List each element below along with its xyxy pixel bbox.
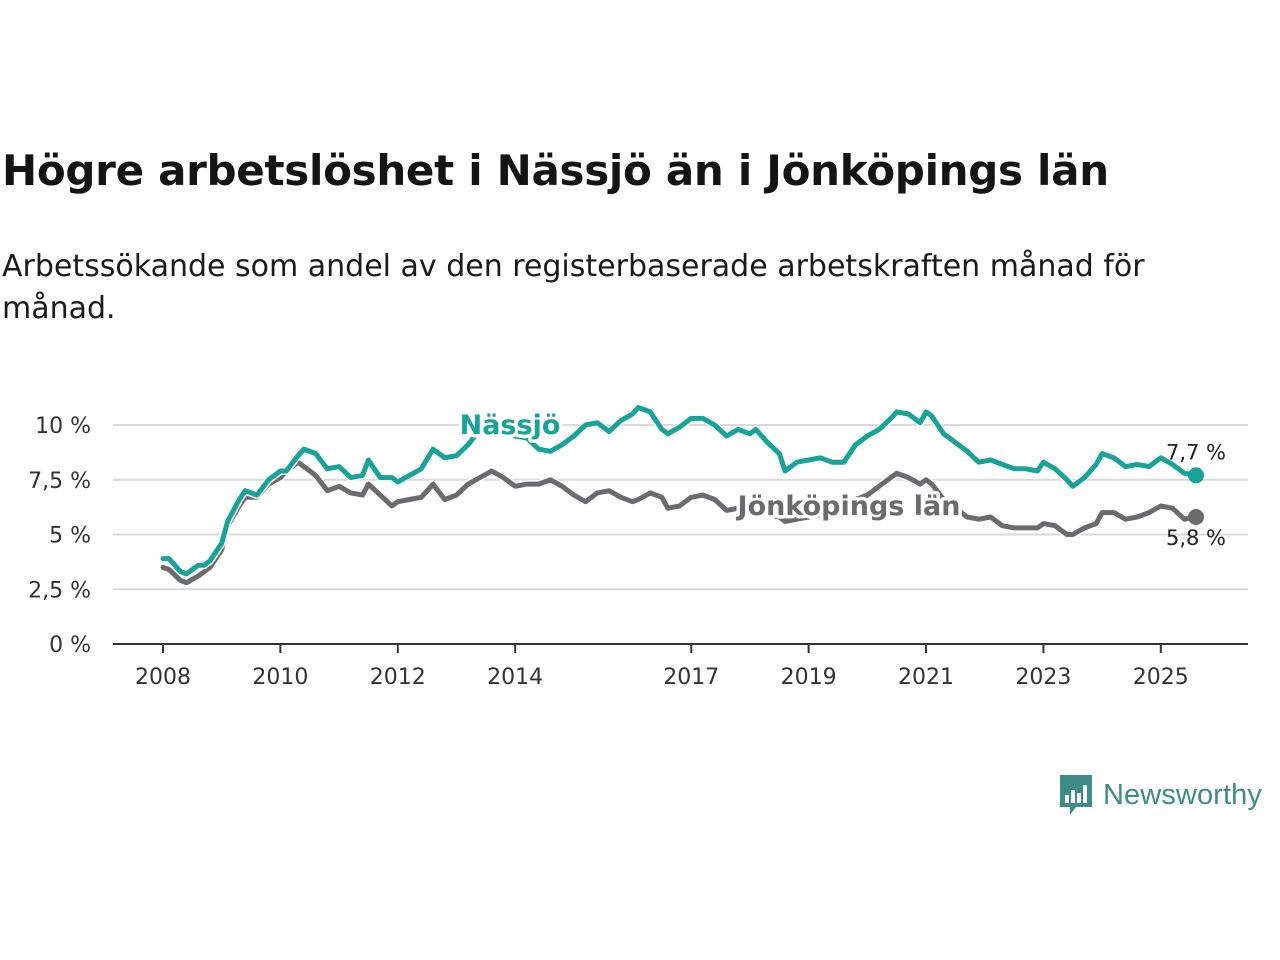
series-lines	[159, 403, 1204, 587]
x-tick-label-2014: 2014	[487, 665, 543, 690]
x-tick-label-2010: 2010	[252, 665, 308, 690]
series-annotations: Nässjö Jönköpings län 7,7 % 5,8 %	[456, 407, 1226, 550]
chart-title: Högre arbetslöshet i Nässjö än i Jönköpi…	[2, 146, 1109, 195]
x-tick-label-2008: 2008	[135, 665, 191, 690]
y-tick-label-2-5: 2,5 %	[28, 578, 91, 603]
newsworthy-logo: Newsworthy	[1058, 772, 1262, 818]
x-tick-label-2025: 2025	[1133, 665, 1189, 690]
newsworthy-logo-icon	[1060, 775, 1092, 815]
x-tick-label-2017: 2017	[663, 665, 719, 690]
end-value-label-nassjo: 7,7 %	[1166, 440, 1226, 464]
y-tick-label-0: 0 %	[49, 633, 91, 658]
y-tick-label-10: 10 %	[35, 414, 91, 439]
x-tick-label-2021: 2021	[898, 665, 954, 690]
series-end-point-nassjo	[1188, 467, 1204, 484]
series-line-nassjo	[160, 405, 1199, 577]
end-value-label-jonkopings-lan: 5,8 %	[1166, 526, 1226, 550]
series-line-jonkopings-lan	[160, 459, 1199, 586]
x-tick-label-2019: 2019	[781, 665, 837, 690]
y-tick-label-5: 5 %	[49, 524, 91, 549]
x-tick-label-2023: 2023	[1015, 665, 1071, 690]
x-axis: 2008 2010 2012 2014 2017 2019 2021 2023 2025	[113, 643, 1248, 690]
series-halo-nassjo	[159, 403, 1200, 578]
newsworthy-logo-text: Newsworthy	[1103, 778, 1262, 811]
x-tick-label-2012: 2012	[370, 665, 426, 690]
series-name-label-nassjo: Nässjö	[460, 410, 561, 441]
line-chart: 0 % 2,5 % 5 % 7,5 % 10 % Nässjö Jönköpings lä…	[28, 403, 1248, 690]
chart-subtitle: Arbetssökande som andel av den registerb…	[2, 249, 1145, 326]
series-name-label-jonkopings-lan: Jönköpings län	[736, 491, 961, 522]
y-tick-label-7-5: 7,5 %	[28, 469, 91, 494]
series-end-point-jonkopings-lan	[1188, 508, 1204, 525]
y-axis-tick-labels: 0 % 2,5 % 5 % 7,5 % 10 %	[28, 414, 91, 658]
